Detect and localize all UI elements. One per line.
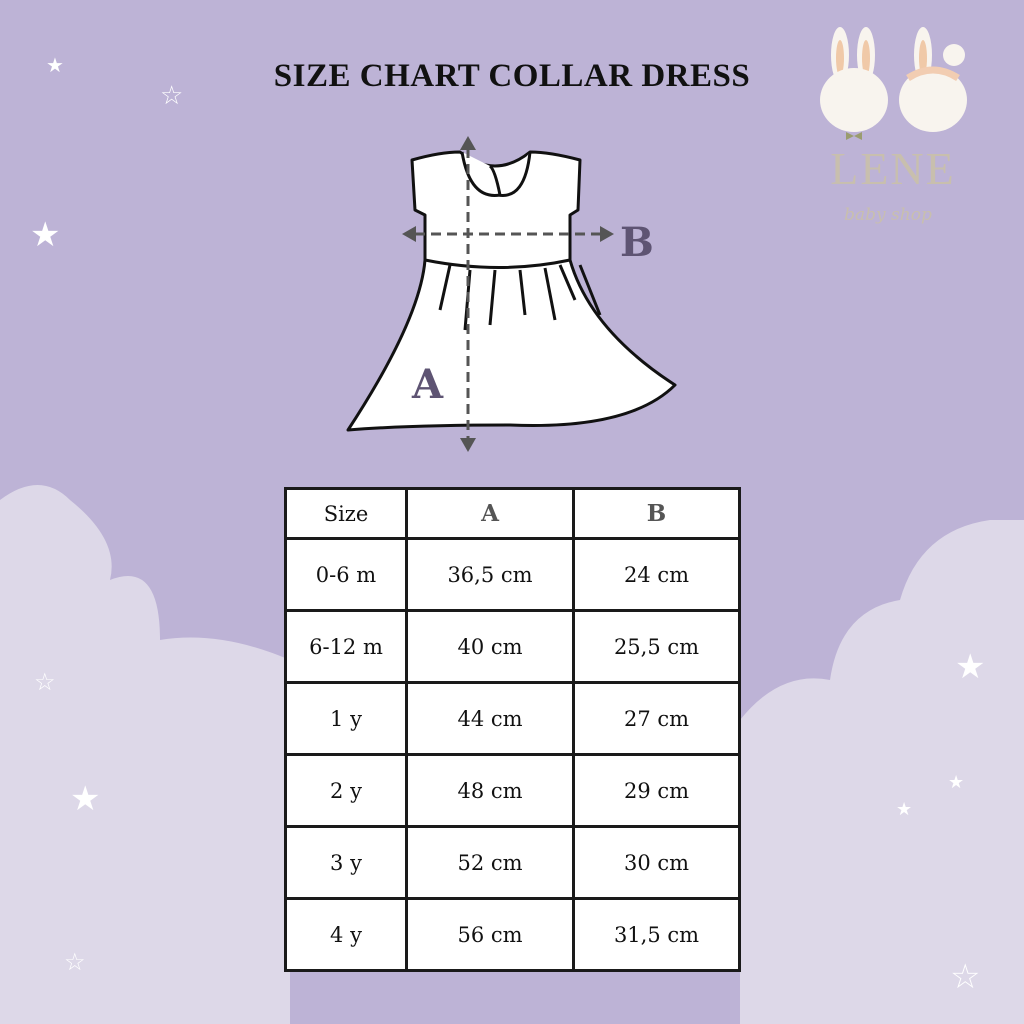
star-icon: ★: [46, 53, 64, 77]
cell-size: 6-12 m: [284, 609, 408, 684]
star-icon: ☆: [160, 81, 183, 111]
cell-a: 56 cm: [405, 897, 575, 972]
label-a: A: [411, 361, 444, 408]
header-b: B: [572, 487, 741, 540]
star-icon: ★: [30, 215, 60, 255]
header-size: Size: [284, 487, 408, 540]
star-icon: ☆: [34, 668, 56, 696]
table-row: 0-6 m 36,5 cm 24 cm: [284, 537, 741, 612]
cell-b: 24 cm: [572, 537, 741, 612]
cell-b: 30 cm: [572, 825, 741, 900]
cell-b: 27 cm: [572, 681, 741, 756]
brand-logo: LENE baby shop: [818, 20, 968, 230]
table-row: 4 y 56 cm 31,5 cm: [284, 897, 741, 972]
star-icon: ★: [955, 647, 985, 687]
star-icon: ☆: [950, 957, 980, 997]
star-icon: ★: [948, 772, 964, 793]
star-icon: ★: [896, 799, 912, 820]
cell-size: 3 y: [284, 825, 408, 900]
page-title: SIZE CHART COLLAR DRESS: [273, 58, 751, 94]
size-table: Size A B 0-6 m 36,5 cm 24 cm 6-12 m 40 cm 25…: [284, 487, 741, 972]
table-row: 6-12 m 40 cm 25,5 cm: [284, 609, 741, 684]
star-icon: ☆: [64, 948, 86, 976]
cell-a: 44 cm: [405, 681, 575, 756]
cell-a: 40 cm: [405, 609, 575, 684]
logo-name: LENE: [830, 143, 956, 194]
bunnies-icon: [820, 27, 967, 140]
cell-a: 52 cm: [405, 825, 575, 900]
cell-size: 1 y: [284, 681, 408, 756]
label-b: B: [620, 219, 654, 266]
cell-size: 0-6 m: [284, 537, 408, 612]
cell-b: 31,5 cm: [572, 897, 741, 972]
cell-a: 36,5 cm: [405, 537, 575, 612]
cell-size: 2 y: [284, 753, 408, 828]
table-row: 3 y 52 cm 30 cm: [284, 825, 741, 900]
cell-a: 48 cm: [405, 753, 575, 828]
table-row: 1 y 44 cm 27 cm: [284, 681, 741, 756]
star-icon: ★: [70, 779, 100, 819]
dress-diagram: A B: [346, 136, 677, 452]
table-header-row: Size A B: [284, 487, 741, 540]
cell-b: 25,5 cm: [572, 609, 741, 684]
header-a: A: [405, 487, 575, 540]
table-row: 2 y 48 cm 29 cm: [284, 753, 741, 828]
cell-size: 4 y: [284, 897, 408, 972]
cell-b: 29 cm: [572, 753, 741, 828]
logo-subtitle: baby shop: [844, 205, 932, 225]
